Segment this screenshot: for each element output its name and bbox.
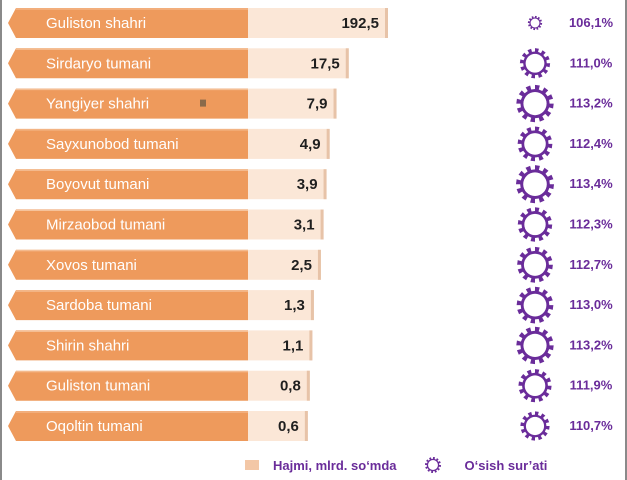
growth-gear-1-hole [525, 53, 545, 73]
growth-label-1: 111,0% [570, 55, 613, 70]
growth-label-6: 112,7% [569, 257, 613, 272]
value-panel-10 [248, 411, 308, 441]
growth-gear-6-hole [523, 253, 547, 276]
growth-gear-5-hole [524, 213, 546, 236]
value-label-6: 2,5 [291, 257, 312, 274]
value-panel-edge-8 [309, 330, 313, 361]
right-frame-border [625, 0, 627, 480]
legend-gear-hole [427, 460, 438, 470]
legend-volume-swatch [245, 460, 259, 470]
category-bar-2 [8, 88, 248, 119]
value-panel-edge-4 [323, 169, 327, 200]
category-bar-4 [8, 169, 248, 200]
growth-gear-4 [515, 165, 555, 204]
value-label-7: 1,3 [284, 297, 305, 314]
value-panel-4 [248, 169, 327, 200]
growth-gear-7-hole [523, 293, 547, 317]
value-label-9: 0,8 [280, 378, 301, 395]
legend-growth-label: O‘sish sur’ati [464, 457, 548, 473]
growth-gear-1 [519, 48, 551, 79]
category-label-7: Sardoba tumani [46, 297, 152, 314]
growth-label-2: 113,2% [569, 96, 613, 111]
growth-label-4: 113,4% [569, 176, 613, 191]
value-label-1: 17,5 [311, 55, 340, 72]
value-label-5: 3,1 [294, 217, 315, 234]
growth-gear-10-hole [525, 416, 545, 436]
growth-gear-4-hole [523, 172, 547, 196]
category-bar-6 [8, 249, 248, 280]
category-bar-1 [8, 48, 248, 79]
chart-canvas: Guliston shahri 192,5 106,1% Sirdaryo tuman… [8, 8, 614, 441]
small-marker-icon [200, 99, 206, 107]
value-panel-edge-10 [304, 411, 308, 441]
growth-gear-10 [520, 411, 550, 441]
growth-gear-2-hole [523, 92, 547, 116]
growth-gear-8 [516, 326, 554, 365]
value-panel-edge-9 [306, 370, 310, 401]
category-label-4: Boyovut tumani [46, 176, 149, 193]
category-bar-5 [8, 209, 248, 240]
value-panel-edge-5 [320, 209, 324, 240]
growth-gear-3-hole [524, 133, 546, 155]
legend-volume-label: Hajmi, mlrd. so‘mda [273, 457, 397, 473]
legend-gear-icon [423, 455, 443, 475]
growth-gear-9 [518, 369, 552, 403]
value-label-3: 4,9 [300, 136, 321, 153]
growth-label-5: 112,3% [569, 217, 613, 232]
category-bar-0 [8, 8, 248, 38]
growth-label-9: 111,9% [570, 378, 613, 393]
category-label-2: Yangiyer shahri [46, 96, 149, 113]
category-label-8: Shirin shahri [46, 337, 129, 354]
category-bar-7 [8, 290, 248, 321]
growth-label-7: 113,0% [569, 297, 613, 312]
value-panel-6 [248, 249, 321, 280]
value-label-10: 0,6 [278, 418, 299, 435]
category-bar-9 [8, 370, 248, 401]
value-panel-edge-7 [310, 290, 314, 321]
value-panel-edge-3 [326, 128, 330, 159]
value-panel-edge-0 [385, 8, 388, 38]
category-label-10: Oqoltin tumani [46, 418, 143, 435]
growth-gear-0-hole [530, 18, 540, 28]
value-panel-5 [248, 209, 324, 240]
category-bar-3 [8, 128, 248, 159]
value-panel-8 [248, 330, 313, 361]
category-label-1: Sirdaryo tumani [46, 55, 151, 72]
growth-label-0: 106,1% [569, 15, 614, 30]
growth-gear-3 [517, 126, 553, 162]
value-panel-1 [248, 48, 349, 79]
left-frame-border [0, 0, 2, 480]
growth-gear-0 [527, 15, 543, 31]
value-panel-0 [248, 8, 388, 38]
value-panel-2 [248, 88, 337, 119]
growth-label-3: 112,4% [569, 136, 613, 151]
category-bar-10 [8, 411, 248, 441]
value-label-0: 192,5 [341, 15, 379, 32]
category-label-0: Guliston shahri [46, 15, 146, 32]
value-label-4: 3,9 [297, 176, 318, 193]
category-label-9: Guliston tumani [46, 378, 150, 395]
value-label-8: 1,1 [283, 337, 304, 354]
legend-gear [424, 457, 441, 473]
value-panel-9 [248, 370, 310, 401]
legend: Hajmi, mlrd. so‘mda O‘sish sur’ati [245, 454, 547, 476]
value-panel-7 [248, 290, 314, 321]
growth-label-10: 110,7% [569, 418, 613, 433]
value-label-2: 7,9 [307, 96, 328, 113]
growth-gear-6 [517, 246, 553, 283]
growth-gear-7 [516, 286, 554, 324]
growth-gear-2 [516, 84, 554, 123]
value-panel-edge-2 [333, 88, 337, 119]
category-bar-8 [8, 330, 248, 361]
growth-gear-9-hole [524, 375, 546, 396]
growth-label-8: 113,2% [569, 337, 613, 352]
growth-gear-8-hole [523, 333, 547, 357]
category-label-6: Xovos tumani [46, 257, 137, 274]
category-label-5: Mirzaobod tumani [46, 217, 165, 234]
value-panel-edge-1 [345, 48, 349, 79]
growth-gear-5 [517, 207, 553, 242]
category-label-3: Sayxunobod tumani [46, 136, 179, 153]
value-panel-edge-6 [317, 249, 321, 280]
value-panel-3 [248, 128, 330, 159]
